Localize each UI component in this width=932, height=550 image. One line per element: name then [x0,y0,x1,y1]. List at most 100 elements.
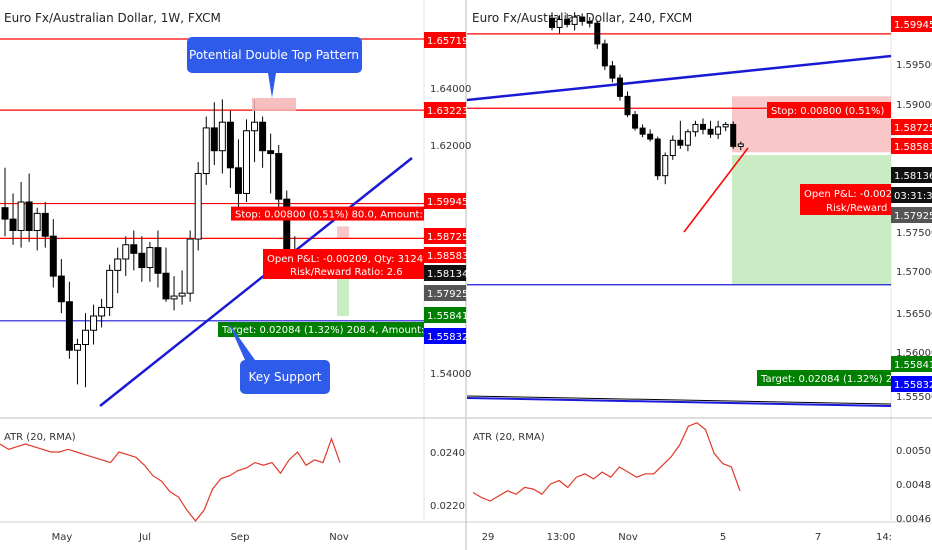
left-price-tag-bg [424,102,466,118]
candle [218,99,226,174]
candle [1,167,9,237]
candle [275,145,283,214]
right-pnl-label: Open P&L: -0.002 [804,189,892,200]
left-position-labels: Stop: 0.00800 (0.51%) 80.0, Amount: Open … [218,206,430,337]
right-price-tag: 1.55841 [894,360,932,371]
candle-body [730,123,737,147]
right-atr-tick: 0.0050 [896,446,931,457]
candle-body [556,19,563,28]
candle [194,162,202,251]
candle-body [138,252,146,269]
candle [146,241,154,282]
right-atr-line [472,422,741,502]
candle [226,110,234,188]
double-top-callout-text: Potential Double Top Pattern [189,48,359,62]
left-price-tag-bg [424,228,466,244]
candle-body [73,344,81,351]
candle-body [564,19,571,25]
candle [669,135,676,160]
candle-body [571,16,578,25]
double-top-callout[interactable]: Potential Double Top Pattern [187,37,362,111]
right-time-tick: Nov [618,532,638,543]
right-price-axis: 1.59500 1.59000 1.57500 1.57000 1.56500 1.560… [896,60,932,403]
candle-body [98,306,106,317]
right-price-tag: 1.55832 [894,380,932,391]
right-atr-indicator: 0.0050 0.0048 0.0046 [472,422,931,525]
left-target-label-bg [218,322,424,337]
left-price-tag-bg [424,193,466,209]
right-time-tick: 7 [815,532,821,543]
right-target-label-bg [757,370,891,386]
right-price-tag: 1.58725 [894,123,932,134]
candle [259,116,267,168]
candle-body [669,139,676,157]
candle-body [692,123,699,133]
candle [549,12,555,31]
candle [106,264,114,316]
right-price-tick: 1.56000 [896,348,932,359]
candle [57,259,65,314]
right-atr-tick: 0.0046 [896,514,931,525]
candle-body [616,77,623,97]
left-price-tick: 1.64000 [430,84,471,95]
left-candles [1,99,299,388]
right-time-tick: 14: [876,532,892,543]
candle [722,122,729,132]
candle-body [210,127,218,152]
candle-body [146,247,154,269]
right-price-tag-bg [891,356,932,372]
right-price-tag: 1.58583 [894,142,932,153]
candle-body [234,167,242,194]
right-time-tick: 5 [720,532,726,543]
candle-body [251,121,259,132]
candle [243,119,250,202]
left-price-axis: 1.64000 1.62000 1.54000 [430,84,471,380]
candle [601,39,608,71]
right-price-tick: 1.56500 [896,309,932,320]
candle [639,124,646,138]
left-price-tag: 1.55841 [427,311,468,322]
right-candles [549,12,744,185]
right-price-tag-bg [891,207,932,223]
candle-body [684,131,691,146]
left-atr-label: ATR (20, RMA) [4,432,76,443]
key-support-callout[interactable]: Key Support [228,322,330,394]
right-pnl-label-bg [800,184,891,215]
candle-body [82,329,89,345]
candle [624,91,631,118]
candle [154,230,162,288]
candle-body [9,218,17,232]
candle-body [609,65,616,79]
candle-body [218,121,226,152]
candle [17,182,25,248]
right-price-tag-bg [891,138,932,154]
left-price-tag-bg [424,265,466,281]
right-stop-label-bg [767,102,891,118]
candle [594,20,601,49]
candle-body [202,127,210,174]
candle [210,102,218,165]
right-price-tag-bg [891,167,932,183]
candle-body [49,235,57,277]
candle [647,129,654,142]
candle-body [586,20,593,24]
right-atr-tick: 0.0048 [896,480,931,491]
candle [609,61,616,83]
candle [684,129,691,152]
candle-body [1,207,9,220]
candle-body [579,16,586,22]
left-price-tag-bg [424,285,466,301]
candle-body [162,272,170,300]
candle [707,120,714,138]
candle [654,136,661,180]
left-atr-indicator: 0.0240 0.0220 [0,436,465,522]
candle [138,236,146,282]
candle [571,12,578,31]
left-stop-label: Stop: 0.00800 (0.51%) 80.0, Amount: [235,210,423,221]
candle [98,298,106,328]
candle-body [722,123,729,128]
candle-body [624,95,631,116]
candle-body [186,238,194,294]
candle-body [122,244,130,260]
left-price-tag: 1.57925 [427,289,468,300]
